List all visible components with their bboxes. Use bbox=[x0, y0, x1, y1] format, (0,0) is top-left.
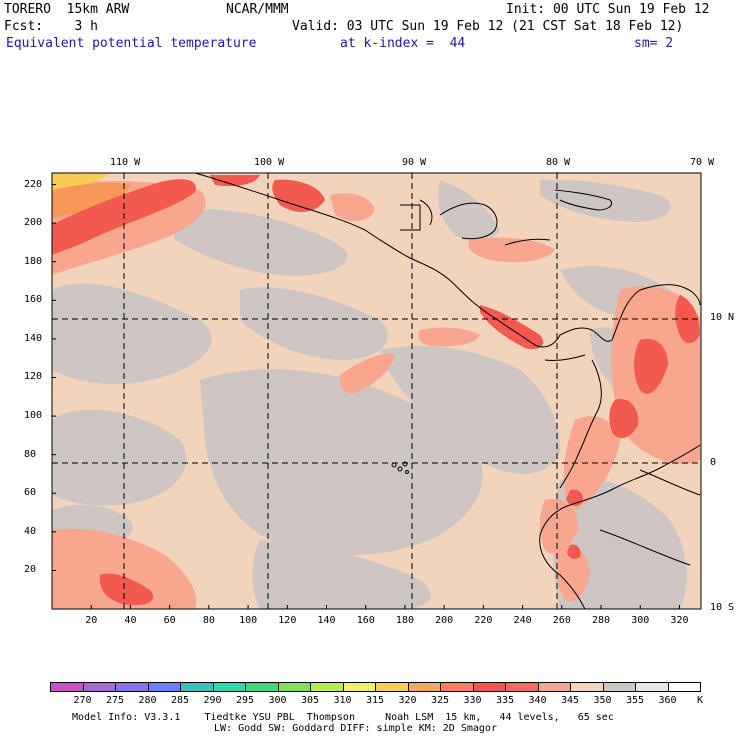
y-grid-label: 140 bbox=[24, 332, 43, 344]
colorbar-swatch bbox=[570, 682, 604, 692]
forecast-hour: Fcst: 3 h bbox=[4, 19, 98, 34]
lat-label-10n: 10 N bbox=[710, 312, 735, 323]
x-grid-label: 160 bbox=[356, 615, 375, 626]
lon-label-70w: 70 W bbox=[690, 157, 715, 168]
model-title: TORERO 15km ARW bbox=[4, 2, 130, 17]
colorbar-label: 350 bbox=[593, 695, 612, 706]
colorbar-label: 310 bbox=[333, 695, 352, 706]
colorbar-swatch bbox=[82, 682, 116, 692]
gray-field-regions bbox=[52, 179, 687, 609]
x-grid-label: 320 bbox=[670, 615, 689, 626]
x-grid-label: 220 bbox=[474, 615, 493, 626]
coastline bbox=[194, 173, 701, 609]
colorbar-label: 320 bbox=[398, 695, 417, 706]
y-grid-label: 220 bbox=[24, 178, 43, 190]
x-grid-label: 100 bbox=[239, 615, 258, 626]
colorbar-unit: K bbox=[697, 695, 704, 706]
x-grid-label: 180 bbox=[395, 615, 414, 626]
colorbar-swatch bbox=[212, 682, 246, 692]
x-grid-label: 260 bbox=[552, 615, 571, 626]
colorbar-label: 270 bbox=[73, 695, 92, 706]
colorbar-swatch bbox=[407, 682, 441, 692]
y-grid-label: 180 bbox=[24, 255, 43, 267]
x-grid-label: 280 bbox=[592, 615, 611, 626]
y-grid-label: 100 bbox=[24, 410, 43, 422]
level-label: at k-index = 44 bbox=[340, 36, 466, 51]
colorbar-swatch bbox=[180, 682, 214, 692]
colorbar-swatch bbox=[310, 682, 344, 692]
axis-ticks bbox=[52, 184, 680, 609]
y-grid-label: 20 bbox=[24, 564, 37, 576]
smoothing-label: sm= 2 bbox=[634, 36, 674, 51]
colorbar-label: 345 bbox=[561, 695, 580, 706]
colorbar-swatch bbox=[375, 682, 409, 692]
colorbar-label: 295 bbox=[236, 695, 255, 706]
colorbar-swatch bbox=[472, 682, 506, 692]
y-grid-label: 80 bbox=[24, 448, 37, 460]
colorbar-label: 340 bbox=[528, 695, 547, 706]
lon-label-80w: 80 W bbox=[546, 157, 571, 168]
colorbar-swatch bbox=[537, 682, 571, 692]
lon-label-100w: 100 W bbox=[254, 157, 285, 168]
x-grid-label: 20 bbox=[85, 615, 98, 626]
x-grid-label: 200 bbox=[435, 615, 454, 626]
colorbar-label: 275 bbox=[106, 695, 125, 706]
x-grid-label: 80 bbox=[202, 615, 215, 626]
colorbar-label: 285 bbox=[171, 695, 190, 706]
colorbar-swatch bbox=[277, 682, 311, 692]
colorbar-label: 325 bbox=[431, 695, 450, 706]
colorbar-swatch bbox=[50, 682, 84, 692]
y-grid-label: 200 bbox=[24, 217, 43, 229]
colorbar-label: 300 bbox=[268, 695, 287, 706]
x-grid-label: 120 bbox=[278, 615, 297, 626]
colorbar-swatch bbox=[440, 682, 474, 692]
graticule bbox=[52, 173, 701, 609]
y-grid-label: 120 bbox=[24, 371, 43, 383]
colorbar-label: 280 bbox=[138, 695, 157, 706]
colorbar-label: 360 bbox=[658, 695, 677, 706]
colorbar-swatch bbox=[602, 682, 636, 692]
x-grid-label: 140 bbox=[317, 615, 336, 626]
colorbar-label: 290 bbox=[203, 695, 222, 706]
lon-label-110w: 110 W bbox=[110, 157, 141, 168]
map-panel bbox=[51, 172, 702, 610]
colorbar-label: 335 bbox=[496, 695, 515, 706]
institution-label: NCAR/MMM bbox=[226, 2, 289, 17]
lon-label-90w: 90 W bbox=[402, 157, 427, 168]
orange-field-band bbox=[52, 182, 130, 218]
model-info-line1: Model Info: V3.3.1 Tiedtke YSU PBL Thomp… bbox=[72, 712, 614, 723]
y-grid-label: 40 bbox=[24, 525, 37, 537]
x-grid-label: 60 bbox=[163, 615, 176, 626]
init-time: Init: 00 UTC Sun 19 Feb 12 bbox=[506, 2, 710, 17]
colorbar-label: 305 bbox=[301, 695, 320, 706]
colorbar-swatch bbox=[342, 682, 376, 692]
colorbar-swatch bbox=[147, 682, 181, 692]
colorbar-swatch bbox=[667, 682, 701, 692]
colorbar-label: 355 bbox=[626, 695, 645, 706]
model-info-line2: LW: Godd SW: Goddard DIFF: simple KM: 2D… bbox=[214, 723, 497, 734]
y-grid-label: 60 bbox=[24, 487, 37, 499]
colorbar-swatch bbox=[245, 682, 279, 692]
colorbar-swatch bbox=[505, 682, 539, 692]
x-grid-label: 300 bbox=[631, 615, 650, 626]
map-frame bbox=[51, 172, 702, 610]
colorbar-swatch bbox=[635, 682, 669, 692]
x-grid-label: 40 bbox=[124, 615, 137, 626]
colorbar-label: 330 bbox=[463, 695, 482, 706]
x-grid-label: 240 bbox=[513, 615, 532, 626]
y-grid-label: 160 bbox=[24, 294, 43, 306]
lat-label-10s: 10 S bbox=[710, 602, 735, 613]
lat-label-0: 0 bbox=[710, 457, 717, 468]
colorbar-label: 315 bbox=[366, 695, 385, 706]
colorbar-swatch bbox=[115, 682, 149, 692]
valid-time: Valid: 03 UTC Sun 19 Feb 12 (21 CST Sat … bbox=[292, 19, 684, 34]
field-name: Equivalent potential temperature bbox=[6, 36, 257, 51]
